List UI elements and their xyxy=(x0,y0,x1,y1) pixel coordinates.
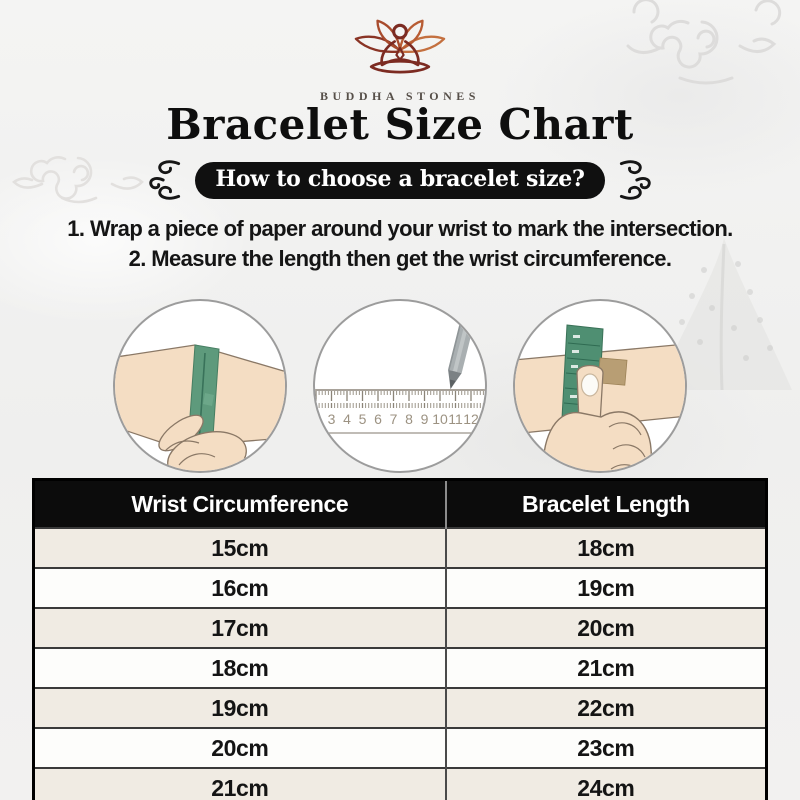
table-cell: 20cm xyxy=(444,607,767,648)
column-header-bracelet-length: Bracelet Length xyxy=(444,479,767,528)
table-row: 19cm 22cm xyxy=(33,687,767,728)
table-cell: 23cm xyxy=(444,727,767,768)
ruler-pencil-icon: 3 4 5 6 7 8 9 10 11 12 xyxy=(315,301,485,434)
column-header-wrist-circumference: Wrist Circumference xyxy=(33,479,446,528)
brand-name: BUDDHA STONES xyxy=(320,89,480,103)
swirl-ornament-right-icon xyxy=(619,160,651,200)
instructions: 1. Wrap a piece of paper around your wri… xyxy=(0,214,800,275)
table-cell: 21cm xyxy=(33,767,446,800)
ruler-number: 11 xyxy=(448,411,463,427)
mountain-motif xyxy=(656,238,792,391)
instruction-step-2: 2. Measure the length then get the wrist… xyxy=(128,246,672,272)
ruler-number: 8 xyxy=(405,411,413,427)
table-cell: 24cm xyxy=(444,767,767,800)
table-row: 17cm 20cm xyxy=(33,607,767,648)
table-row: 20cm 23cm xyxy=(33,727,767,768)
step-illustrations: 3 4 5 6 7 8 9 10 11 12 xyxy=(0,299,800,473)
ruler-number: 4 xyxy=(343,411,351,427)
table-cell: 21cm xyxy=(444,647,767,688)
wrist-paper-wrap-illustration xyxy=(113,299,287,473)
size-table-header: Wrist Circumference Bracelet Length xyxy=(33,479,767,528)
table-cell: 16cm xyxy=(33,567,446,608)
table-row: 18cm 21cm xyxy=(33,647,767,688)
ruler-number: 6 xyxy=(374,411,382,427)
ruler-number: 9 xyxy=(421,411,429,427)
ruler-number: 5 xyxy=(359,411,367,427)
cloud-motif-left xyxy=(12,156,144,204)
size-table: Wrist Circumference Bracelet Length 15cm… xyxy=(32,478,768,800)
table-cell: 18cm xyxy=(444,527,767,568)
swirl-ornament-left-icon xyxy=(149,160,181,200)
wrist-tape-measure-icon xyxy=(515,324,685,471)
ruler-pencil-illustration: 3 4 5 6 7 8 9 10 11 12 xyxy=(313,299,487,473)
banner-row: How to choose a bracelet size? xyxy=(0,158,800,202)
table-cell: 18cm xyxy=(33,647,446,688)
brand-logo: BUDDHA STONES xyxy=(0,10,800,104)
ruler-number: 10 xyxy=(432,411,448,427)
table-cell: 19cm xyxy=(444,567,767,608)
instruction-step-1: 1. Wrap a piece of paper around your wri… xyxy=(67,216,733,241)
page-title: Bracelet Size Chart xyxy=(166,100,634,149)
banner-pill: How to choose a bracelet size? xyxy=(195,161,605,199)
table-cell: 19cm xyxy=(33,687,446,728)
table-cell: 20cm xyxy=(33,727,446,768)
wrist-tape-measure-illustration xyxy=(513,299,687,473)
table-cell: 22cm xyxy=(444,687,767,728)
pencil-icon xyxy=(448,301,485,389)
ruler-number: 7 xyxy=(390,411,398,427)
table-row: 16cm 19cm xyxy=(33,567,767,608)
wrist-paper-wrap-icon xyxy=(115,344,285,471)
table-cell: 17cm xyxy=(33,607,446,648)
table-row: 15cm 18cm xyxy=(33,527,767,568)
cloud-motif-top-right xyxy=(626,0,782,85)
ruler-number: 12 xyxy=(463,411,479,427)
ruler-number: 3 xyxy=(328,411,336,427)
table-cell: 15cm xyxy=(33,527,446,568)
lotus-meditation-icon xyxy=(354,19,446,74)
table-row: 21cm 24cm xyxy=(33,767,767,800)
